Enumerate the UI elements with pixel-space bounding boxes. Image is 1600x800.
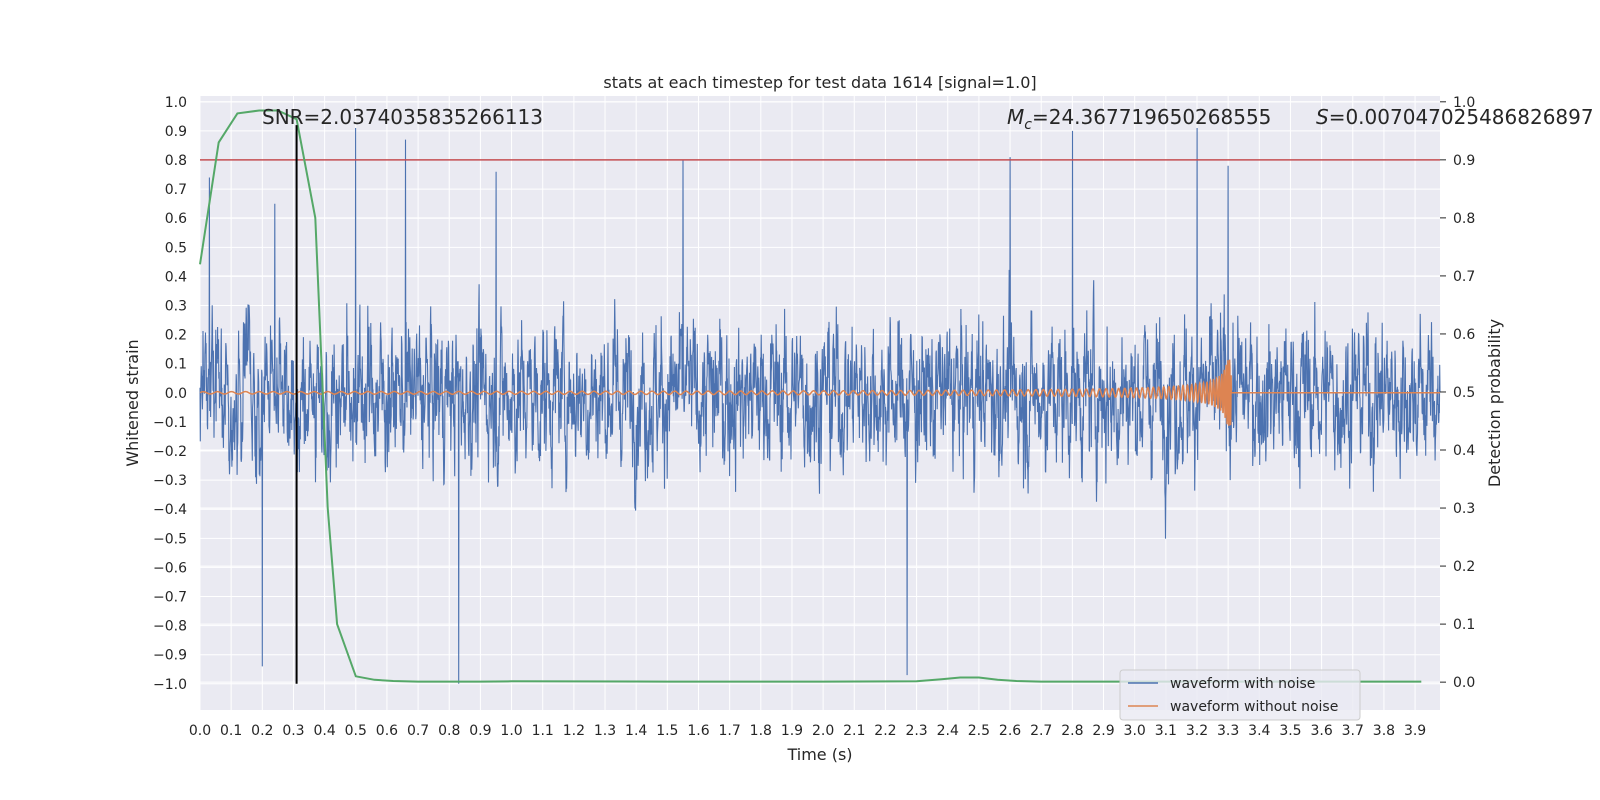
x-tick-label: 1.0: [500, 723, 522, 739]
y-tick-label: 0.4: [165, 269, 187, 285]
noisy-waveform-line: [199, 127, 1441, 684]
x-tick-label: 0.7: [407, 723, 429, 739]
x-tick-label: 2.6: [999, 723, 1021, 739]
x-tick-label: 3.4: [1248, 723, 1270, 739]
y-tick-label: 0.1: [165, 357, 187, 373]
y-tick-label: 0.5: [165, 240, 187, 256]
s-value: =0.007047025486826897: [1329, 105, 1594, 129]
clean-waveform-line: [199, 359, 1440, 426]
x-tick-label: 2.2: [874, 723, 896, 739]
x-tick-label: 1.4: [625, 723, 647, 739]
x-tick-label: 3.1: [1155, 723, 1177, 739]
chirp-mass-symbol: M: [1007, 105, 1024, 129]
y2-tick-label: 0.6: [1453, 327, 1475, 343]
x-tick-label: 3.0: [1124, 723, 1146, 739]
y-tick-label: 0.9: [165, 124, 187, 140]
x-tick-label: 0.5: [345, 723, 367, 739]
x-tick-label: 2.7: [1030, 723, 1052, 739]
legend-label-clean: waveform without noise: [1170, 699, 1338, 715]
y-tick-label: −1.0: [153, 677, 187, 693]
chirp-mass-subscript: c: [1024, 117, 1032, 133]
x-tick-label: 2.1: [843, 723, 865, 739]
y2-tick-label: 0.7: [1453, 269, 1475, 285]
chirp-mass-value: =24.367719650268555: [1032, 105, 1271, 129]
y-tick-label: 0.8: [165, 153, 187, 169]
y2-axis-label: Detection probability: [1485, 319, 1504, 487]
x-axis-label: Time (s): [786, 745, 852, 764]
x-tick-label: 0.1: [220, 723, 242, 739]
y-tick-label: −0.8: [153, 619, 187, 635]
y-tick-label: 0.3: [165, 299, 187, 315]
x-tick-label: 2.3: [905, 723, 927, 739]
y2-tick-label: 0.5: [1453, 385, 1475, 401]
y-tick-label: 0.2: [165, 328, 187, 344]
y-tick-label: 0.6: [165, 211, 187, 227]
y-tick-label: −0.6: [153, 560, 187, 576]
y2-tick-label: 0.8: [1453, 211, 1475, 227]
y2-tick-label: 0.2: [1453, 559, 1475, 575]
x-tick-label: 3.6: [1310, 723, 1332, 739]
x-tick-label: 3.7: [1342, 723, 1364, 739]
y2-tick-label: 0.1: [1453, 617, 1475, 633]
x-tick-label: 0.2: [251, 723, 273, 739]
legend-box: [1119, 669, 1361, 721]
y-tick-label: −0.9: [153, 648, 187, 664]
y2-tick-label: 1.0: [1453, 95, 1475, 111]
x-tick-label: 3.8: [1373, 723, 1395, 739]
x-tick-label: 1.1: [532, 723, 554, 739]
x-tick-label: 3.2: [1186, 723, 1208, 739]
x-tick-label: 0.8: [438, 723, 460, 739]
y-tick-label: −0.3: [153, 473, 187, 489]
chart-title: stats at each timestep for test data 161…: [603, 73, 1036, 92]
y-tick-label: −0.5: [153, 531, 187, 547]
y-axis-label: Whitened strain: [123, 339, 142, 466]
y2-tick-label: 0.4: [1453, 443, 1475, 459]
x-tick-label: 2.4: [937, 723, 959, 739]
x-tick-label: 0.3: [282, 723, 304, 739]
x-tick-label: 1.8: [750, 723, 772, 739]
s-annotation: S=0.007047025486826897: [1316, 105, 1594, 129]
y-tick-label: −0.2: [153, 444, 187, 460]
y-tick-label: −0.1: [153, 415, 187, 431]
x-tick-label: 1.3: [594, 723, 616, 739]
x-tick-label: 3.5: [1279, 723, 1301, 739]
x-tick-label: 0.9: [469, 723, 491, 739]
snr-annotation: SNR=2.0374035835266113: [262, 105, 543, 129]
x-tick-label: 0.4: [313, 723, 335, 739]
y2-tick-label: 0.3: [1453, 501, 1475, 517]
series-waveform-without-noise: [199, 359, 1440, 426]
x-tick-label: 2.0: [812, 723, 834, 739]
x-tick-label: 3.9: [1404, 723, 1426, 739]
y-tick-labels: 1.0 0.9 0.8 0.7 0.6 0.5 0.4 0.3 0.2 0.1 0.0 −0.1 −0.…: [153, 95, 187, 693]
chirp-mass-annotation: Mc=24.367719650268555: [1007, 105, 1271, 133]
y-tick-label: −0.4: [153, 502, 187, 518]
x-tick-label: 3.3: [1217, 723, 1239, 739]
legend-label-noisy: waveform with noise: [1170, 676, 1315, 692]
y-tick-label: 0.0: [165, 386, 187, 402]
detection-probability-line: [199, 109, 1422, 683]
y2-tick-label: 0.0: [1453, 675, 1475, 691]
x-tick-label: 0.0: [189, 723, 211, 739]
x-tick-label: 2.5: [968, 723, 990, 739]
legend: waveform with noise waveform without noi…: [1119, 669, 1361, 721]
y2-tick-labels: 1.0 0.9 0.8 0.7 0.6 0.5 0.4 0.3 0.2 0.1 0.0: [1440, 95, 1475, 691]
x-tick-labels: 0.0 0.1 0.2 0.3 0.4 0.5 0.6 0.7 0.8 0.9 1.0 1.1 1.2 1…: [189, 723, 1426, 739]
x-tick-label: 0.6: [376, 723, 398, 739]
x-tick-label: 1.6: [687, 723, 709, 739]
x-tick-label: 1.7: [719, 723, 741, 739]
y-tick-label: 0.7: [165, 182, 187, 198]
series-detection-probability: [199, 109, 1422, 683]
x-tick-label: 2.9: [1092, 723, 1114, 739]
x-tick-label: 1.5: [656, 723, 678, 739]
x-tick-label: 2.8: [1061, 723, 1083, 739]
x-tick-label: 1.2: [563, 723, 585, 739]
y-tick-label: −0.7: [153, 590, 187, 606]
series-waveform-with-noise: [199, 127, 1441, 684]
y2-tick-label: 0.9: [1453, 153, 1475, 169]
s-symbol: S: [1316, 105, 1329, 129]
x-tick-label: 1.9: [781, 723, 803, 739]
y-tick-label: 1.0: [165, 95, 187, 111]
